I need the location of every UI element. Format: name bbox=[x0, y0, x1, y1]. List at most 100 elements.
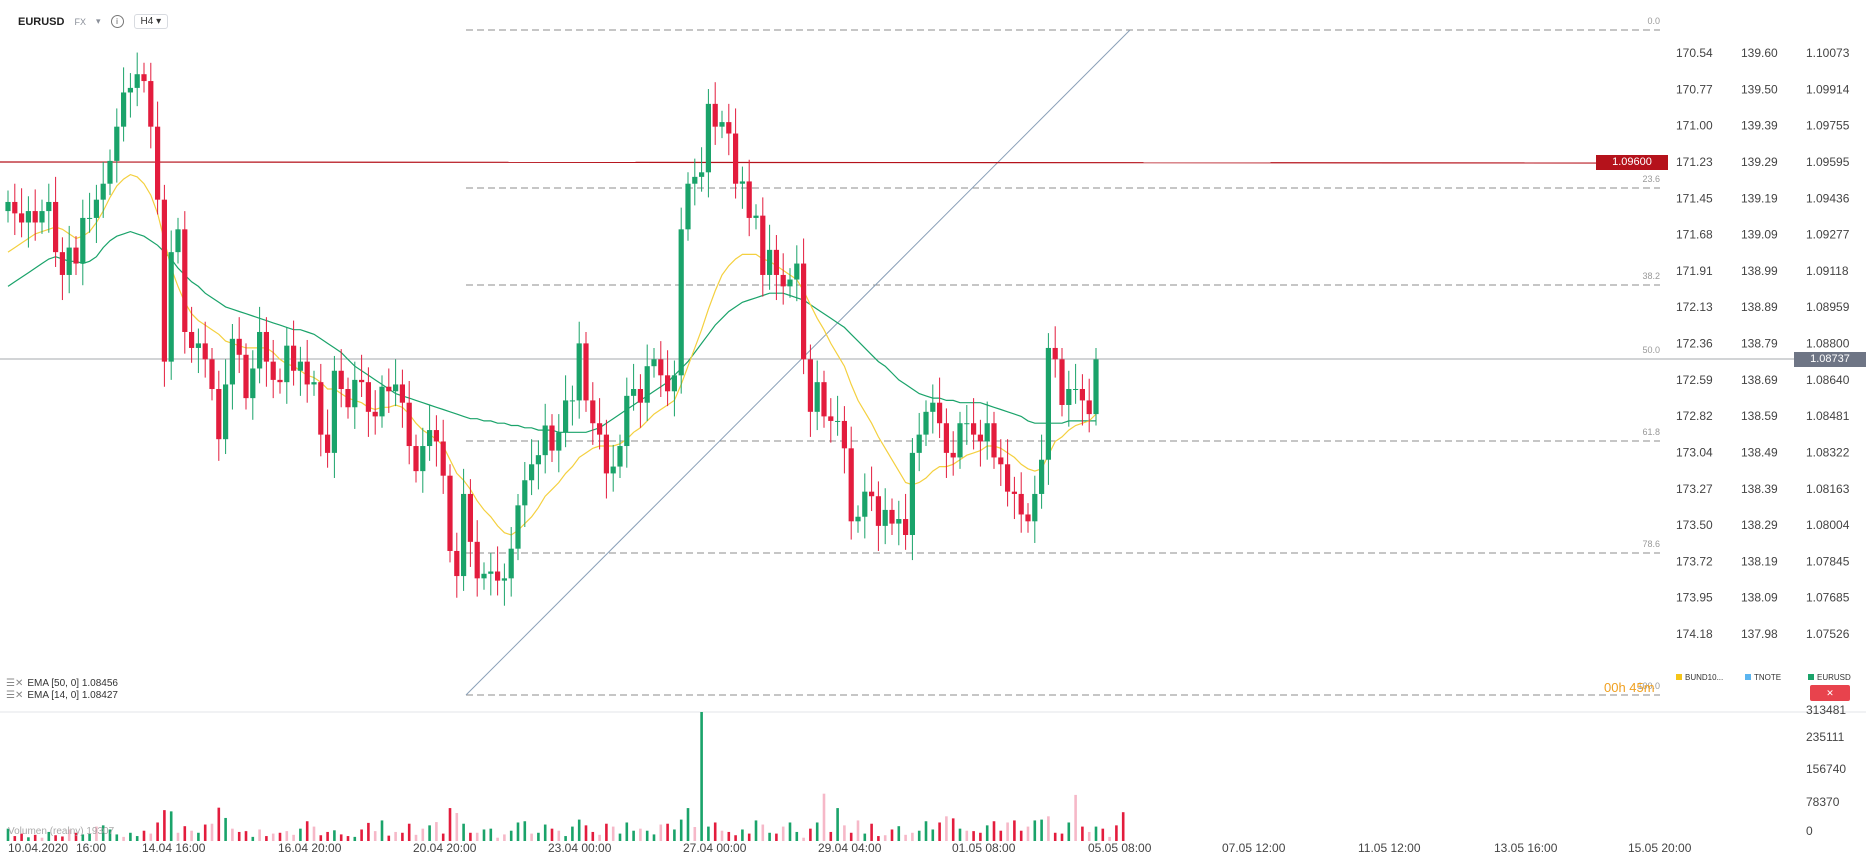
bund-axis-tick: 171.91 bbox=[1676, 264, 1713, 278]
bund-axis-tick: 173.50 bbox=[1676, 518, 1713, 532]
volume-bar bbox=[958, 828, 962, 841]
candle-body bbox=[971, 423, 977, 435]
settings-icon[interactable]: ☰✕ bbox=[6, 690, 24, 701]
x-axis-tick: 14.04 16:00 bbox=[142, 841, 206, 855]
volume-bar bbox=[346, 836, 350, 841]
eurusd-axis-tick: 1.07685 bbox=[1806, 591, 1850, 605]
candle-body bbox=[712, 103, 718, 127]
candle-body bbox=[331, 370, 337, 453]
candle-body bbox=[114, 126, 120, 161]
volume-bar bbox=[462, 823, 465, 841]
candle-body bbox=[794, 263, 800, 280]
volume-bar bbox=[747, 833, 751, 841]
legend-eurusd[interactable]: EURUSD bbox=[1808, 673, 1851, 682]
volume-bar bbox=[951, 818, 955, 841]
chart-header: EURUSD FX ▾ i H4 ▾ bbox=[18, 14, 169, 29]
fib-label: 100.0 bbox=[1637, 681, 1660, 691]
volume-bar bbox=[326, 831, 329, 841]
ema14-value: EMA [14, 0] 1.08427 bbox=[27, 690, 118, 701]
price-line-tag[interactable]: 1.09600 bbox=[1596, 155, 1668, 170]
price-alert-line bbox=[0, 161, 1621, 164]
volume-bar bbox=[421, 828, 425, 841]
candle-body bbox=[148, 81, 154, 127]
candle-body bbox=[719, 122, 725, 127]
candle-body bbox=[399, 384, 405, 403]
candle-body bbox=[773, 249, 779, 275]
volume-bar bbox=[890, 829, 894, 841]
candle-body bbox=[66, 247, 72, 275]
bund-axis-tick: 171.00 bbox=[1676, 119, 1713, 133]
candle-body bbox=[189, 331, 195, 348]
volume-bar bbox=[999, 830, 1003, 841]
x-axis-tick: 20.04 20:00 bbox=[413, 841, 477, 855]
volume-bar bbox=[285, 831, 289, 841]
candle-body bbox=[875, 496, 881, 526]
volume-bar bbox=[1074, 794, 1077, 841]
candle-body bbox=[386, 386, 392, 392]
volume-bar bbox=[169, 811, 173, 841]
volume-bar bbox=[652, 834, 656, 841]
candle-body bbox=[216, 389, 222, 440]
candle-body bbox=[801, 263, 807, 360]
volume-bar bbox=[639, 828, 642, 841]
candle-body bbox=[87, 217, 93, 219]
legend-tnote[interactable]: TNOTE bbox=[1745, 673, 1781, 682]
volume-bar bbox=[163, 810, 166, 841]
candle-body bbox=[284, 345, 290, 383]
candle-body bbox=[53, 201, 59, 253]
volume-bar bbox=[1026, 826, 1030, 841]
volume-bar bbox=[258, 829, 261, 841]
tnote-axis-tick: 138.29 bbox=[1741, 518, 1778, 532]
candle-body bbox=[671, 375, 677, 392]
volume-bar bbox=[1047, 816, 1050, 841]
trend-line bbox=[465, 29, 1131, 696]
close-position-button[interactable]: ✕ bbox=[1810, 685, 1850, 701]
candle-body bbox=[270, 361, 276, 380]
volume-bar bbox=[503, 834, 506, 841]
ema50-value: EMA [50, 0] 1.08456 bbox=[27, 678, 118, 689]
candle-body bbox=[753, 215, 759, 218]
ema50-label[interactable]: ☰✕ EMA [50, 0] 1.08456 bbox=[6, 678, 118, 689]
candle-body bbox=[495, 571, 501, 581]
volume-bar bbox=[911, 832, 914, 841]
candle-body bbox=[393, 384, 399, 392]
volume-bar bbox=[1033, 820, 1037, 841]
candle-body bbox=[19, 213, 25, 223]
symbol-label[interactable]: EURUSD bbox=[18, 15, 65, 28]
volume-bar bbox=[727, 831, 731, 841]
volume-bar bbox=[271, 833, 275, 841]
volume-bar bbox=[829, 831, 833, 841]
volume-axis-tick: 235111 bbox=[1806, 730, 1845, 744]
candle-body bbox=[658, 359, 664, 376]
candle-body bbox=[984, 423, 990, 442]
chevron-down-icon[interactable]: ▾ bbox=[95, 16, 101, 26]
eurusd-axis-tick: 1.08959 bbox=[1806, 300, 1850, 314]
candle-body bbox=[5, 201, 11, 212]
candle-body bbox=[998, 457, 1004, 465]
fib-label: 23.6 bbox=[1642, 174, 1660, 184]
candle-body bbox=[236, 338, 242, 355]
timeframe-select[interactable]: H4 ▾ bbox=[133, 14, 169, 29]
ema14-label[interactable]: ☰✕ EMA [14, 0] 1.08427 bbox=[6, 690, 118, 701]
legend-bund[interactable]: BUND10... bbox=[1676, 673, 1723, 682]
volume-bar bbox=[489, 828, 493, 841]
candle-body bbox=[590, 400, 596, 424]
volume-bar bbox=[972, 831, 975, 841]
candle-body bbox=[1025, 514, 1031, 522]
eurusd-axis-tick: 1.09436 bbox=[1806, 191, 1850, 205]
volume-bar bbox=[883, 835, 887, 841]
volume-bar bbox=[305, 821, 309, 841]
volume-bar bbox=[224, 817, 227, 841]
tnote-axis-tick: 138.89 bbox=[1741, 300, 1778, 314]
volume-bar bbox=[509, 830, 513, 841]
volume-bar bbox=[673, 829, 676, 841]
volume-bar bbox=[611, 826, 615, 841]
settings-icon[interactable]: ☰✕ bbox=[6, 678, 24, 689]
volume-bar bbox=[720, 830, 724, 841]
legend-swatch bbox=[1745, 674, 1751, 680]
volume-bar bbox=[1081, 826, 1084, 841]
volume-bar bbox=[149, 833, 153, 841]
info-icon[interactable]: i bbox=[110, 15, 124, 28]
volume-bar bbox=[584, 825, 588, 841]
